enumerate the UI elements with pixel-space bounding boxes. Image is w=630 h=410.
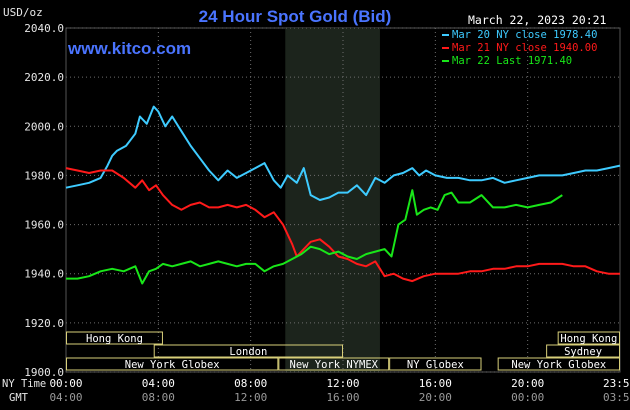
session-label: London [229, 346, 267, 358]
grid-lines [66, 27, 620, 373]
x-tick-label-gmt: 00:00 [511, 391, 544, 404]
timestamp-label: March 22, 2023 20:21 [468, 13, 607, 27]
x-tick-label-ny: 20:00 [511, 377, 544, 390]
session-bar-frame [546, 344, 621, 358]
x-tick-label-ny: 08:00 [234, 377, 267, 390]
y-axis-unit-label: USD/oz [3, 6, 43, 19]
session-bar-frame [389, 357, 482, 371]
session-bar: NY Globex [389, 357, 482, 371]
session-label: Hong Kong [560, 333, 617, 345]
legend-item: Mar 21 NY close 1940.00 [442, 42, 597, 54]
y-tick-label: 2000.0 [24, 120, 64, 133]
x-tick-label-gmt: 03:59 [603, 391, 630, 404]
legend-label: Mar 21 NY close 1940.00 [452, 42, 597, 54]
session-bar-frame [66, 331, 163, 345]
session-label: New York NYMEX [290, 359, 379, 371]
y-tick-label: 1940.0 [24, 268, 64, 281]
legend-label: Mar 22 Last 1971.40 [452, 55, 572, 67]
x-axis-row-label-gmt: GMT [9, 392, 29, 404]
highlight-band [285, 28, 380, 372]
session-bar: Sydney [546, 344, 621, 358]
nymex-session-highlight [285, 28, 380, 372]
session-bar-frame [153, 344, 343, 358]
session-bar: London [153, 344, 343, 358]
chart-title: 24 Hour Spot Gold (Bid) [199, 7, 392, 26]
session-label: New York Globex [125, 359, 220, 371]
session-bar-frame [557, 331, 620, 345]
x-tick-label-ny: 23:59 [603, 377, 630, 390]
series-line-2 [65, 167, 620, 283]
y-tick-labels: 1900.0 1920.0 1940.0 1960.0 1980.0 2000.0 2020… [24, 22, 64, 379]
y-tick-label: 2040.0 [24, 22, 64, 35]
x-tick-label-gmt: 12:00 [234, 391, 267, 404]
session-bar: New York Globex [66, 357, 279, 371]
session-bar-frame [497, 357, 620, 371]
x-tick-label-ny: 00:00 [49, 377, 82, 390]
legend-item: Mar 20 NY close 1978.40 [442, 29, 597, 41]
legend-item: Mar 22 Last 1971.40 [442, 55, 572, 67]
session-bar: New York NYMEX [278, 357, 390, 371]
series-line-3 [66, 189, 563, 285]
session-bar: Hong Kong [66, 331, 163, 345]
x-tick-label-ny: 16:00 [419, 377, 452, 390]
session-label: New York Globex [511, 359, 606, 371]
series-line-1 [65, 105, 621, 201]
x-tick-labels: 00:0004:0004:0008:0008:0012:0012:0016:00… [49, 377, 630, 404]
session-bar-frame [66, 357, 279, 371]
y-tick-label: 1960.0 [24, 219, 64, 232]
session-label: Hong Kong [86, 333, 143, 345]
series-lines [65, 105, 621, 285]
x-tick-label-ny: 12:00 [326, 377, 359, 390]
website-label: www.kitco.com [67, 39, 191, 58]
x-tick-label-gmt: 04:00 [49, 391, 82, 404]
y-tick-label: 1920.0 [24, 317, 64, 330]
session-label: NY Globex [407, 359, 464, 371]
x-tick-label-gmt: 16:00 [326, 391, 359, 404]
legend-label: Mar 20 NY close 1978.40 [452, 29, 597, 41]
y-tick-label: 1980.0 [24, 169, 64, 182]
session-bar-frame [278, 357, 390, 371]
x-tick-label-gmt: 20:00 [419, 391, 452, 404]
session-bar: New York Globex [497, 357, 620, 371]
x-tick-label-ny: 04:00 [142, 377, 175, 390]
session-bar: Hong Kong [557, 331, 620, 345]
session-label: Sydney [564, 346, 602, 358]
x-tick-label-gmt: 08:00 [142, 391, 175, 404]
x-axis-row-label-ny: NY Time [2, 378, 46, 390]
y-tick-label: 1900.0 [24, 366, 64, 379]
y-tick-label: 2020.0 [24, 71, 64, 84]
trading-sessions: Hong Kong London New York Globex New York N… [66, 331, 621, 371]
